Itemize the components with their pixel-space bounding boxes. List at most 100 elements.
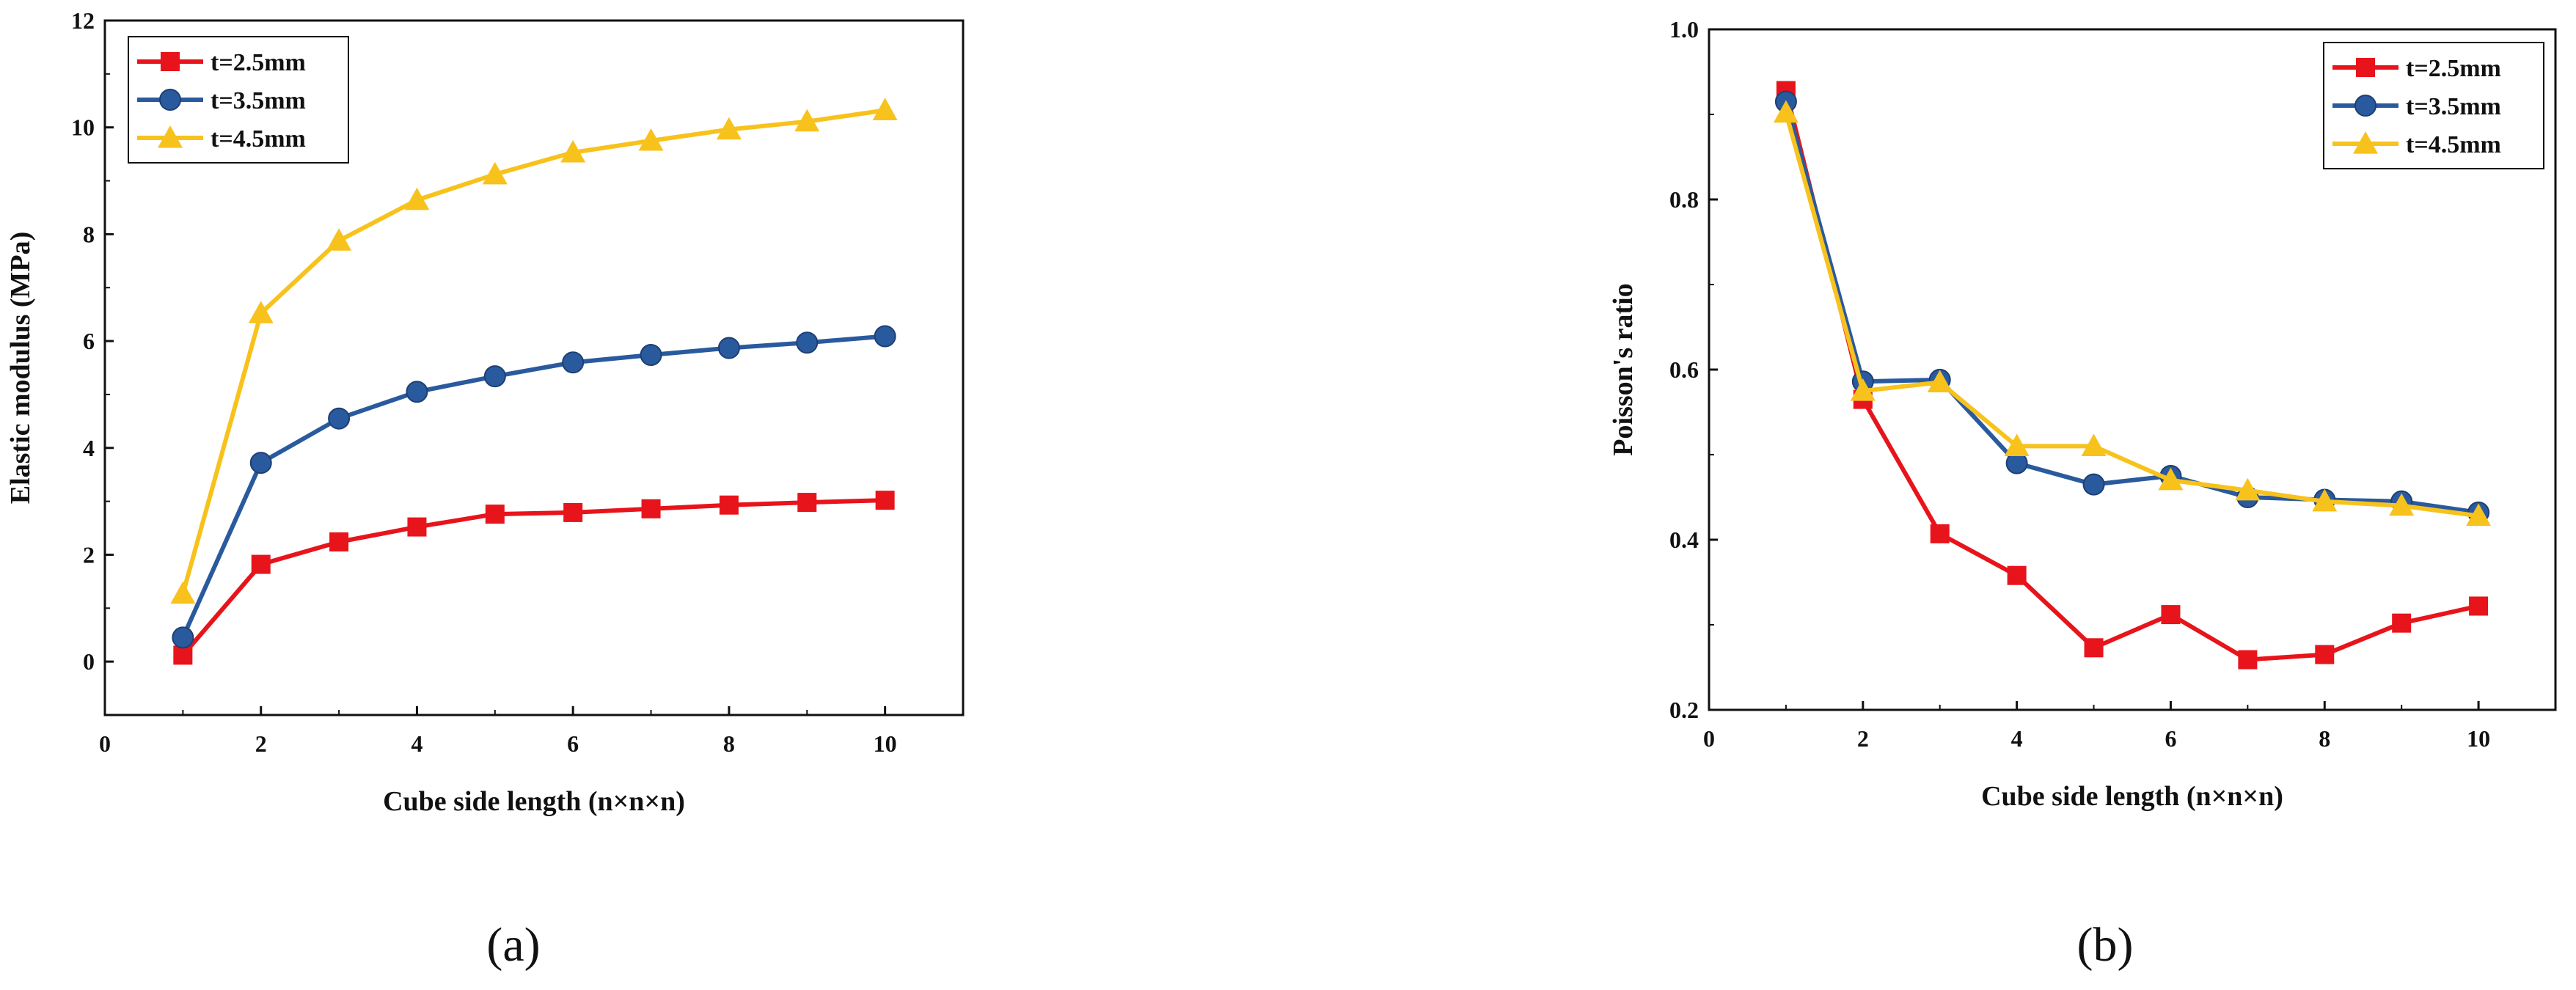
data-point-t=2.5mm	[2238, 650, 2258, 670]
legend-label: t=3.5mm	[2406, 93, 2501, 120]
y-tick-label: 2	[83, 541, 95, 568]
data-point-t=3.5mm	[717, 337, 740, 359]
data-point-t=4.5mm	[2081, 433, 2107, 456]
data-point-t=4.5mm	[170, 581, 196, 604]
data-point-t=4.5mm	[716, 117, 742, 140]
y-tick-label: 0.6	[1669, 356, 1699, 383]
data-point-t=2.5mm	[719, 495, 739, 515]
data-point-t=4.5mm	[482, 161, 508, 185]
series-line-t=3.5mm	[1784, 100, 2479, 515]
data-point-t=2.5mm	[251, 554, 271, 574]
data-point-t=4.5mm	[2312, 488, 2338, 512]
data-point-t=2.5mm	[1930, 524, 1950, 543]
data-point-t=3.5mm	[249, 452, 272, 474]
data-point-t=3.5mm	[640, 344, 662, 367]
data-point-t=3.5mm	[2082, 473, 2105, 496]
x-tick-label: 8	[723, 730, 735, 757]
panel-label: (b)	[2077, 918, 2134, 972]
legend-marker-t=4.5mm	[158, 125, 183, 148]
data-point-t=2.5mm	[2007, 565, 2027, 585]
y-tick-label: 4	[83, 435, 95, 461]
data-point-t=4.5mm	[2158, 467, 2184, 491]
legend-label: t=3.5mm	[211, 87, 306, 114]
data-point-t=3.5mm	[562, 351, 585, 374]
data-point-t=4.5mm	[2466, 503, 2492, 527]
x-tick-label: 0	[1703, 725, 1715, 752]
y-tick-label: 0.2	[1669, 697, 1699, 723]
y-tick-label: 0.4	[1669, 527, 1699, 553]
y-tick-label: 0.8	[1669, 186, 1699, 213]
series-line-t=2.5mm	[1783, 89, 2479, 662]
x-axis-label: Cube side length (n×n×n)	[1981, 781, 2283, 812]
data-point-t=2.5mm	[2392, 613, 2412, 633]
x-tick-label: 6	[2165, 725, 2176, 752]
x-tick-label: 6	[567, 730, 579, 757]
data-point-t=4.5mm	[560, 139, 586, 163]
data-point-t=3.5mm	[483, 365, 506, 388]
data-point-t=4.5mm	[872, 98, 898, 120]
data-point-t=2.5mm	[2161, 605, 2181, 625]
data-point-t=4.5mm	[638, 128, 664, 151]
series-line-t=4.5mm	[1784, 111, 2479, 518]
x-tick-label: 8	[2319, 725, 2330, 752]
y-axis-label: Poisson's ratio	[1608, 283, 1639, 455]
data-point-t=2.5mm	[797, 493, 817, 513]
data-point-t=4.5mm	[326, 228, 352, 251]
x-tick-label: 0	[99, 730, 111, 757]
data-point-t=3.5mm	[874, 325, 896, 348]
data-point-t=3.5mm	[796, 331, 819, 354]
x-tick-label: 4	[2011, 725, 2023, 752]
legend-label: t=4.5mm	[211, 125, 306, 153]
y-tick-label: 12	[71, 7, 95, 34]
data-point-t=2.5mm	[2315, 645, 2335, 664]
x-axis-label: Cube side length (n×n×n)	[383, 786, 685, 817]
data-point-t=4.5mm	[1927, 370, 1953, 392]
y-tick-label: 6	[83, 328, 95, 354]
x-tick-label: 2	[255, 730, 267, 757]
data-point-t=4.5mm	[794, 109, 820, 132]
data-point-t=2.5mm	[2084, 638, 2104, 658]
data-point-t=2.5mm	[329, 532, 349, 551]
panel-label: (a)	[486, 918, 540, 972]
data-point-t=4.5mm	[404, 187, 430, 210]
legend-label: t=2.5mm	[2406, 55, 2501, 82]
y-tick-label: 10	[71, 114, 95, 141]
legend-label: t=2.5mm	[211, 49, 306, 76]
data-point-t=2.5mm	[407, 517, 427, 537]
data-point-t=2.5mm	[563, 502, 583, 522]
x-tick-label: 10	[874, 730, 897, 757]
data-point-t=2.5mm	[485, 505, 505, 524]
series-line-t=3.5mm	[180, 334, 885, 639]
series-line-t=4.5mm	[180, 108, 886, 595]
y-tick-label: 1.0	[1669, 16, 1699, 43]
data-point-t=4.5mm	[2389, 493, 2415, 516]
y-axis-label: Elastic modulus (MPa)	[5, 232, 36, 505]
data-point-t=3.5mm	[172, 626, 194, 649]
legend-marker-t=2.5mm	[2356, 58, 2375, 77]
y-tick-label: 0	[83, 648, 95, 675]
data-point-t=3.5mm	[406, 381, 428, 403]
data-point-t=4.5mm	[2004, 433, 2030, 456]
data-point-t=4.5mm	[1773, 100, 1799, 123]
y-tick-label: 8	[83, 221, 95, 247]
data-point-t=2.5mm	[173, 645, 193, 665]
data-point-t=3.5mm	[328, 407, 351, 430]
plot-frame	[103, 19, 965, 716]
x-tick-label: 2	[1857, 725, 1869, 752]
legend-label: t=4.5mm	[2406, 131, 2501, 158]
data-point-t=2.5mm	[875, 491, 895, 510]
legend-marker-t=4.5mm	[2353, 131, 2378, 154]
data-point-t=2.5mm	[641, 499, 661, 518]
legend-marker-t=2.5mm	[161, 52, 180, 71]
legend-marker-t=3.5mm	[2354, 95, 2376, 117]
series-line-t=2.5mm	[181, 498, 885, 657]
x-tick-label: 10	[2467, 725, 2490, 752]
panel-b-chart: 0 2 4 6 8 10 0.2 0.4 0.6 0.8 1.0 Cube side length (…	[1608, 16, 2557, 972]
data-point-t=4.5mm	[2235, 477, 2261, 501]
data-point-t=2.5mm	[2469, 596, 2489, 616]
legend-marker-t=3.5mm	[159, 89, 181, 111]
panel-a-chart: 0 2 4 6 8 10 0 2 4 6 8 10 12 Cube side length (n×n×n)…	[5, 7, 965, 972]
data-point-t=4.5mm	[1850, 378, 1876, 401]
x-tick-label: 4	[411, 730, 422, 757]
